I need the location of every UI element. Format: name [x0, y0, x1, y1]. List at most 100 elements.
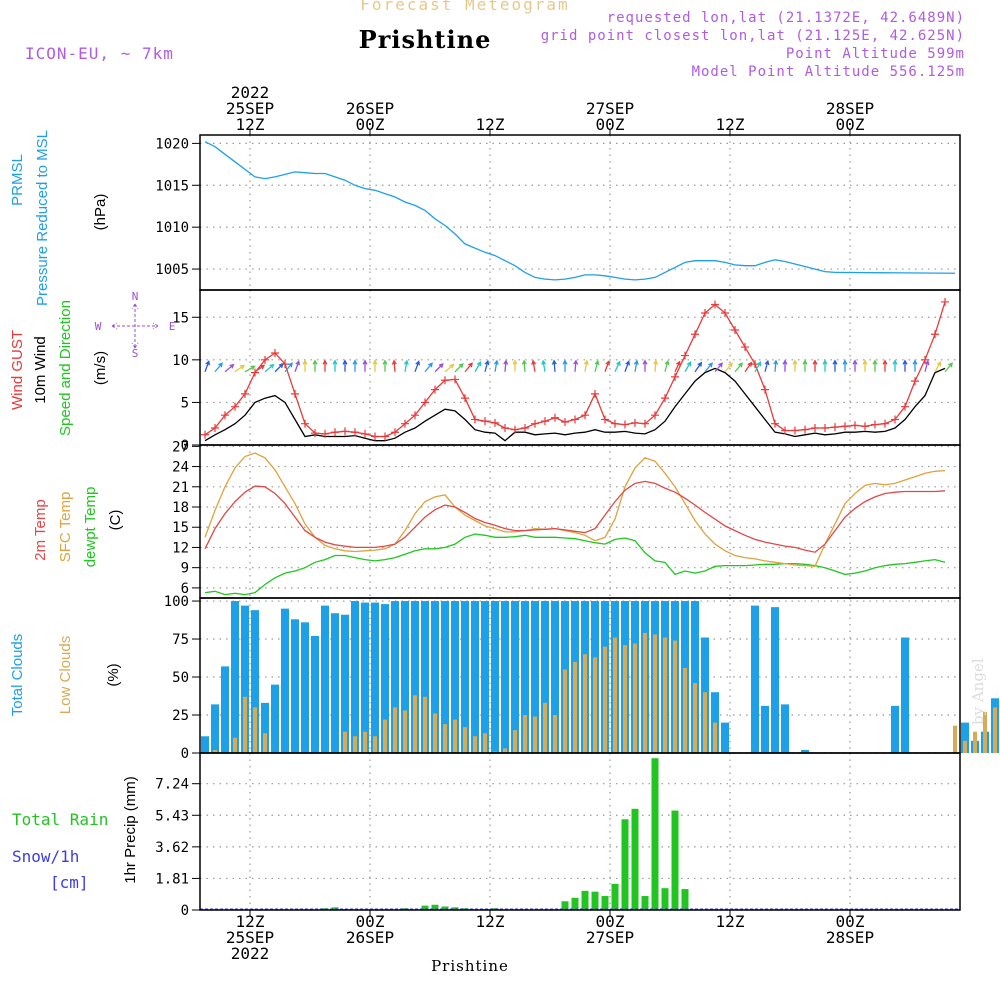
- low-cloud-bar: [553, 715, 557, 753]
- rain-bar: [611, 883, 619, 910]
- gust-marker: [861, 422, 869, 431]
- gust-marker: [251, 368, 259, 377]
- compass-n: N: [132, 290, 139, 303]
- low-cloud-bar: [403, 710, 407, 753]
- gust-axis-title: Wind GUST: [9, 330, 26, 410]
- low-cloud-bar: [493, 751, 497, 753]
- wind-arrow: [624, 360, 631, 372]
- total-cloud-bar: [431, 601, 439, 753]
- low-cloud-bar: [243, 696, 247, 753]
- wind-arrow: [734, 362, 743, 373]
- x-label-top: 28SEP: [826, 99, 874, 118]
- wind-arrow: [792, 359, 798, 372]
- low-cloud-bar: [343, 731, 347, 753]
- rain-bar: [681, 889, 689, 910]
- gust-marker: [931, 330, 939, 339]
- x-label-top: 00Z: [356, 115, 385, 134]
- gust-marker: [941, 297, 949, 306]
- total-cloud-bar: [231, 601, 239, 753]
- low-cloud-bar: [653, 634, 657, 753]
- total-cloud-bar: [261, 702, 269, 753]
- temp2m-axis-title-group: 2m Temp: [32, 499, 49, 560]
- rain-bar: [641, 896, 649, 910]
- low-cloud-bar: [623, 645, 627, 753]
- compass-arrows: [111, 303, 159, 349]
- y-tick-label: 1015: [155, 178, 189, 194]
- gust-marker: [241, 389, 249, 398]
- low-cloud-bar: [383, 719, 387, 753]
- low-cloud-bar: [573, 661, 577, 753]
- wind-arrow: [493, 359, 499, 372]
- total-cloud-bar: [331, 613, 339, 753]
- gust-marker: [821, 423, 829, 432]
- low-cloud-bar: [663, 637, 667, 753]
- wind-arrow: [744, 361, 753, 373]
- wind-arrow: [852, 359, 858, 372]
- gust-marker: [881, 419, 889, 428]
- watermark-group: by Angel: [969, 658, 987, 725]
- rain-bar: [581, 890, 589, 910]
- chart-title: Prishtine: [358, 25, 492, 54]
- gust-marker: [221, 411, 229, 420]
- total-cloud-bar: [521, 601, 529, 753]
- x-label-top: 27SEP: [586, 99, 634, 118]
- rain-bar: [431, 904, 439, 910]
- rain-axis-title: Total Rain: [12, 810, 108, 829]
- wind-arrow: [294, 360, 301, 372]
- wind-arrow: [822, 359, 828, 372]
- gust-marker: [841, 422, 849, 431]
- wind-arrow: [382, 359, 388, 372]
- gust-marker: [681, 351, 689, 360]
- gust-axis-title-group: Wind GUST: [9, 330, 26, 410]
- gust-marker: [781, 426, 789, 435]
- compass-e: E: [169, 320, 176, 333]
- wind-arrow: [832, 359, 838, 372]
- low-cloud-bar: [443, 724, 447, 753]
- wind-arrow: [284, 362, 293, 373]
- wind-arrow: [274, 363, 284, 373]
- total-cloud-bar: [361, 602, 369, 753]
- wind-arrow: [882, 359, 888, 372]
- low-cloud-bar: [603, 646, 607, 753]
- wind-arrow: [842, 359, 848, 372]
- wind-arrow: [322, 359, 328, 372]
- wind-speed-line: [204, 367, 946, 442]
- gust-marker: [651, 411, 659, 420]
- total-clouds-axis-title: Total Clouds: [9, 634, 26, 717]
- low-cloud-bar: [213, 749, 217, 753]
- x-label-top: 00Z: [836, 115, 865, 134]
- gust-marker: [201, 430, 209, 439]
- gust-marker: [571, 415, 579, 424]
- wind-arrow: [484, 359, 490, 372]
- snow-axis-title: Snow/1h: [12, 847, 79, 866]
- compass-w: W: [95, 320, 102, 333]
- x-label-bottom: 00Z: [356, 912, 385, 931]
- gust-marker: [561, 418, 569, 427]
- wind-arrow: [414, 360, 421, 372]
- y-tick-label: 1.81: [155, 871, 189, 887]
- gust-marker: [271, 349, 279, 358]
- y-tick-label: 3.62: [155, 840, 189, 856]
- gust-marker: [361, 429, 369, 438]
- wind-arrow: [214, 362, 223, 373]
- wind-arrow: [583, 359, 589, 372]
- wind-arrow: [352, 359, 358, 372]
- x-label-top: 2022: [231, 83, 270, 102]
- gust-marker: [511, 425, 519, 434]
- point-altitude: Point Altitude 599m: [785, 46, 965, 62]
- gust-marker: [301, 419, 309, 428]
- wind-arrow: [342, 359, 348, 372]
- wind-arrow: [802, 359, 808, 372]
- wind-arrow: [573, 359, 579, 372]
- total-cloud-bar: [241, 605, 249, 753]
- wind-arrow: [503, 359, 509, 372]
- total-cloud-bar: [441, 601, 449, 753]
- model-point-altitude: Model Point Altitude 556.125m: [691, 64, 965, 80]
- wind-arrow: [664, 359, 670, 372]
- wind-arrow: [704, 362, 713, 373]
- gust-marker: [771, 419, 779, 428]
- y-tick-label: 1005: [155, 262, 189, 278]
- x-label-top: 26SEP: [346, 99, 394, 118]
- total-cloud-bar: [761, 705, 769, 753]
- wind-arrow: [912, 359, 918, 372]
